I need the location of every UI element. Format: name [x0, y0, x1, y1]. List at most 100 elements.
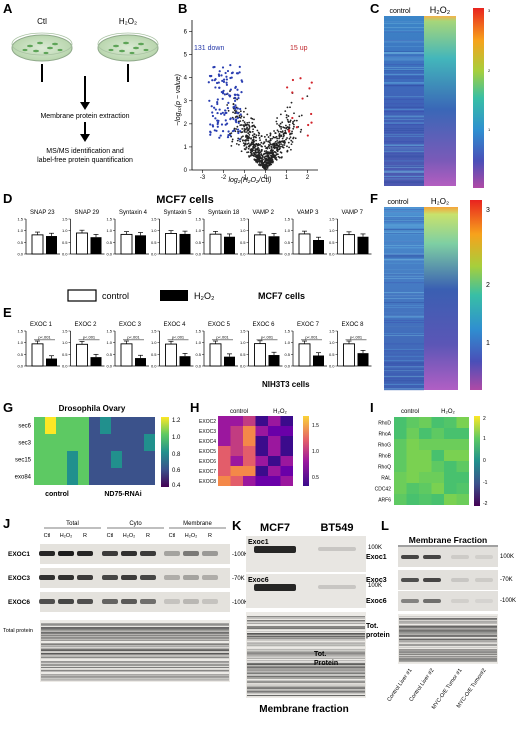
heatmap-h-cell: [230, 466, 243, 476]
heatmap-f-row: [384, 259, 424, 261]
volcano-point: [259, 163, 262, 166]
volcano-point-down: [234, 104, 237, 107]
volcano-point: [253, 118, 255, 121]
volcano-point: [276, 147, 278, 150]
panel-e-y-tick-label: 0.0: [17, 364, 23, 369]
heatmap-f-row: [384, 255, 424, 256]
panel-d-y-tick-label: 1.0: [106, 228, 112, 233]
volcano-point: [273, 145, 276, 148]
heatmap-h-cell: [255, 426, 268, 436]
heatmap-h-cell: [243, 436, 256, 446]
blot-k-total-protein-band: [247, 644, 365, 646]
volcano-point: [260, 161, 262, 163]
panel-e-bar-control: [209, 343, 222, 367]
heatmap-i-row-label: RhoA: [378, 432, 391, 438]
volcano-point-down: [235, 111, 238, 114]
volcano-point: [276, 144, 279, 146]
blot-l-total-protein-band: [399, 632, 497, 633]
volcano-point: [269, 137, 272, 140]
blot-k-total-protein-band: [247, 618, 365, 620]
blot-k-total-protein-band: [247, 666, 365, 668]
blot-k-total-protein-band: [247, 664, 365, 666]
heatmap-f-row: [384, 233, 424, 235]
blot-j-band: [202, 551, 218, 556]
heatmap-h-row-label: EXOC6: [199, 459, 216, 465]
volcano-point: [278, 146, 281, 148]
volcano-point: [262, 166, 265, 169]
volcano-point-down: [230, 72, 234, 75]
colorbar-g: [161, 417, 169, 487]
blot-l-row-label: Exoc6: [366, 598, 387, 605]
volcano-point: [252, 143, 255, 145]
panel-d-y-tick-label: 0.5: [240, 240, 246, 245]
volcano-point: [273, 136, 275, 139]
volcano-point-down: [229, 118, 232, 121]
step-msms-line2: label-free protein quantification: [37, 157, 133, 164]
blot-k-total-protein-band: [247, 682, 365, 684]
volcano-point-down: [236, 93, 239, 96]
volcano-point: [280, 145, 283, 148]
volcano-point-down: [221, 130, 225, 133]
blot-j-total-protein-band: [41, 638, 229, 639]
volcano-point-down: [211, 114, 215, 118]
blot-k-total-protein-band: [247, 653, 365, 655]
blot-l-total-protein-band: [399, 630, 497, 632]
blot-j-marker: -70K: [232, 576, 245, 582]
heatmap-f-row: [384, 364, 424, 365]
heatmap-c-row: [384, 171, 424, 173]
blot-j-lane-label: R: [208, 533, 212, 539]
colorbar-g-tick: 1.2: [172, 418, 181, 424]
volcano-point-down: [225, 81, 228, 84]
heatmap-f-row: [384, 262, 424, 264]
blot-l-total-protein-band: [399, 618, 497, 620]
heatmap-c-row: [384, 96, 424, 98]
blot-l-total-protein-band: [399, 627, 497, 628]
heatmap-g-cell: [45, 434, 56, 451]
volcano-point: [261, 149, 263, 151]
blot-j-total-protein-band: [41, 670, 229, 672]
volcano-y-tick-label: 2: [184, 122, 188, 128]
volcano-point-down: [238, 71, 241, 74]
panel-d-y-tick-label: 1.5: [240, 217, 246, 222]
heatmap-c-control: [384, 16, 424, 186]
blot-k-total-protein-band: [247, 691, 365, 692]
blot-j-total-protein-band: [41, 630, 229, 632]
volcano-point: [240, 136, 243, 139]
heatmap-c-row: [384, 134, 424, 136]
panel-e-y-tick-label: 1.0: [106, 340, 112, 345]
volcano-point: [256, 129, 259, 132]
panel-d-chart-title: VAMP 3: [297, 210, 319, 216]
heatmap-f-row: [384, 256, 424, 258]
blot-k-col-label: MCF7: [260, 522, 290, 534]
heatmap-f-row: [384, 208, 424, 210]
blot-k-row-label: Exoc6: [248, 577, 269, 584]
volcano-point-down: [227, 134, 230, 137]
volcano-point: [258, 163, 260, 166]
blot-l-total-protein-band: [399, 621, 497, 623]
heatmap-c-row: [384, 53, 424, 54]
volcano-point: [230, 144, 233, 147]
volcano-point: [248, 133, 251, 136]
heatmap-f-row: [384, 362, 424, 363]
blot-l-total-protein-band: [399, 633, 497, 635]
heatmap-f-row: [384, 319, 424, 321]
blot-j-total-protein-band: [41, 627, 229, 629]
volcano-point: [257, 160, 260, 163]
heatmap-i-cell: [431, 472, 444, 483]
volcano-point: [230, 132, 233, 135]
volcano-point: [280, 143, 283, 146]
heatmap-g-cell: [133, 417, 144, 434]
volcano-point-down: [222, 89, 225, 92]
volcano-point-down: [214, 108, 217, 111]
heatmap-f-row: [384, 273, 424, 275]
heatmap-g-cell: [89, 434, 100, 451]
blot-k-total-protein-band: [247, 657, 365, 659]
volcano-point-up: [286, 86, 289, 89]
volcano-point: [289, 136, 292, 139]
panel-d-chart-title: SNAP 29: [75, 210, 100, 216]
volcano-point: [266, 146, 268, 149]
panel-e-bar-h2o2: [313, 355, 324, 366]
heatmap-f-row: [384, 221, 424, 223]
heatmap-c-row: [384, 69, 424, 70]
blot-k-total-protein-band: [247, 673, 365, 675]
